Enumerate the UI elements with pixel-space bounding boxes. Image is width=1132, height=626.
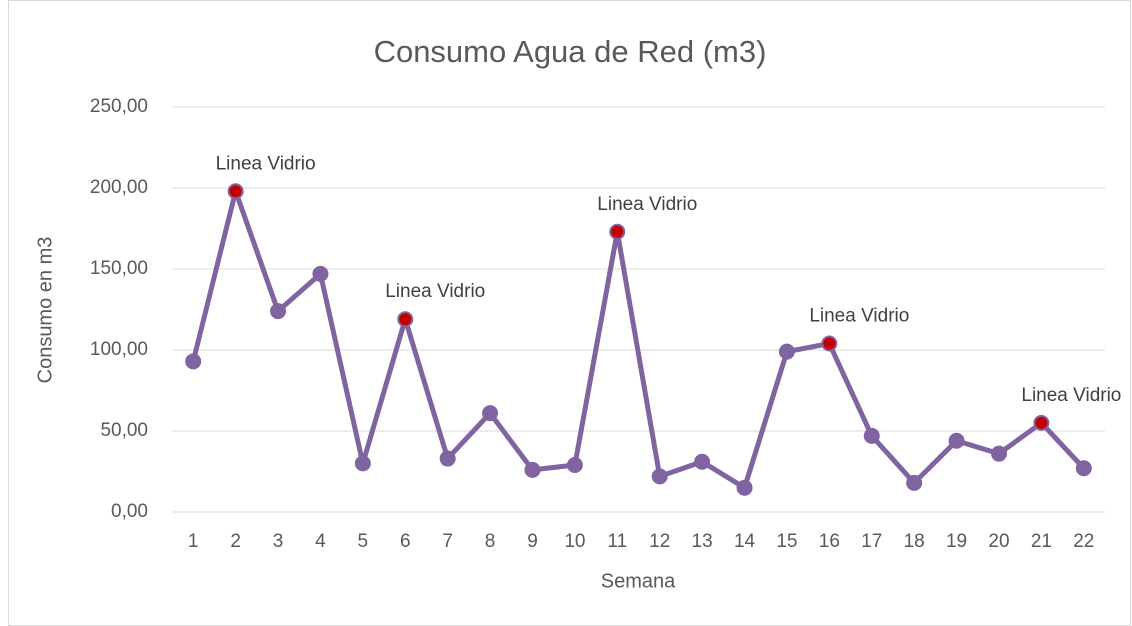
x-tick-label: 22 [1073, 531, 1094, 552]
y-axis-label: Consumo en m3 [34, 237, 56, 384]
data-point [524, 461, 541, 478]
x-axis-label: Semana [601, 570, 676, 592]
y-tick-label: 200,00 [90, 177, 148, 198]
data-point [566, 457, 583, 474]
annotation: Linea Vidrio [1021, 385, 1121, 406]
x-tick-label: 11 [607, 531, 627, 552]
annotation: Linea Vidrio [597, 194, 697, 215]
data-point [651, 468, 668, 485]
x-tick-label: 5 [358, 531, 369, 552]
data-point [227, 183, 244, 200]
data-point [609, 223, 626, 240]
data-line [190, 188, 1086, 491]
annotation: Linea Vidrio [809, 306, 909, 327]
x-tick-label: 12 [649, 531, 670, 552]
x-tick-label: 8 [485, 531, 496, 552]
x-tick-label: 13 [692, 531, 713, 552]
data-point [990, 445, 1007, 462]
x-tick-label: 14 [734, 531, 756, 552]
data-point [1033, 414, 1050, 431]
y-tick-label: 0,00 [111, 501, 148, 522]
x-tick-label: 6 [400, 531, 411, 552]
data-point [821, 335, 838, 352]
x-tick-label: 1 [188, 531, 199, 552]
y-tick-label: 100,00 [90, 339, 148, 360]
data-point [948, 432, 965, 449]
x-tick-label: 21 [1031, 531, 1052, 552]
x-tick-label: 19 [946, 531, 967, 552]
y-tick-label: 250,00 [90, 96, 148, 117]
data-point [863, 427, 880, 444]
x-tick-label: 3 [273, 531, 284, 552]
data-point [482, 405, 499, 422]
data-point [439, 450, 456, 467]
x-tick-label: 9 [527, 531, 538, 552]
y-tick-label: 150,00 [90, 258, 148, 279]
x-tick-label: 10 [564, 531, 585, 552]
x-tick-label: 15 [776, 531, 797, 552]
x-tick-label: 16 [819, 531, 840, 552]
x-tick-label: 17 [861, 531, 882, 552]
annotation: Linea Vidrio [385, 281, 485, 302]
data-point [736, 479, 753, 496]
data-point [354, 455, 371, 472]
x-tick-label: 2 [230, 531, 241, 552]
data-point [906, 474, 923, 491]
annotation: Linea Vidrio [216, 153, 316, 174]
y-tick-label: 50,00 [100, 420, 148, 441]
data-point [270, 303, 287, 320]
data-point [778, 343, 795, 360]
chart-frame [8, 0, 1131, 626]
x-tick-label: 7 [442, 531, 453, 552]
data-point [1075, 460, 1092, 477]
x-tick-label: 18 [904, 531, 925, 552]
data-point [185, 353, 202, 370]
x-tick-label: 20 [988, 531, 1009, 552]
data-point [312, 265, 329, 282]
data-point [397, 311, 414, 328]
data-point [694, 453, 711, 470]
x-tick-label: 4 [315, 531, 326, 552]
chart-title: Consumo Agua de Red (m3) [374, 34, 767, 69]
